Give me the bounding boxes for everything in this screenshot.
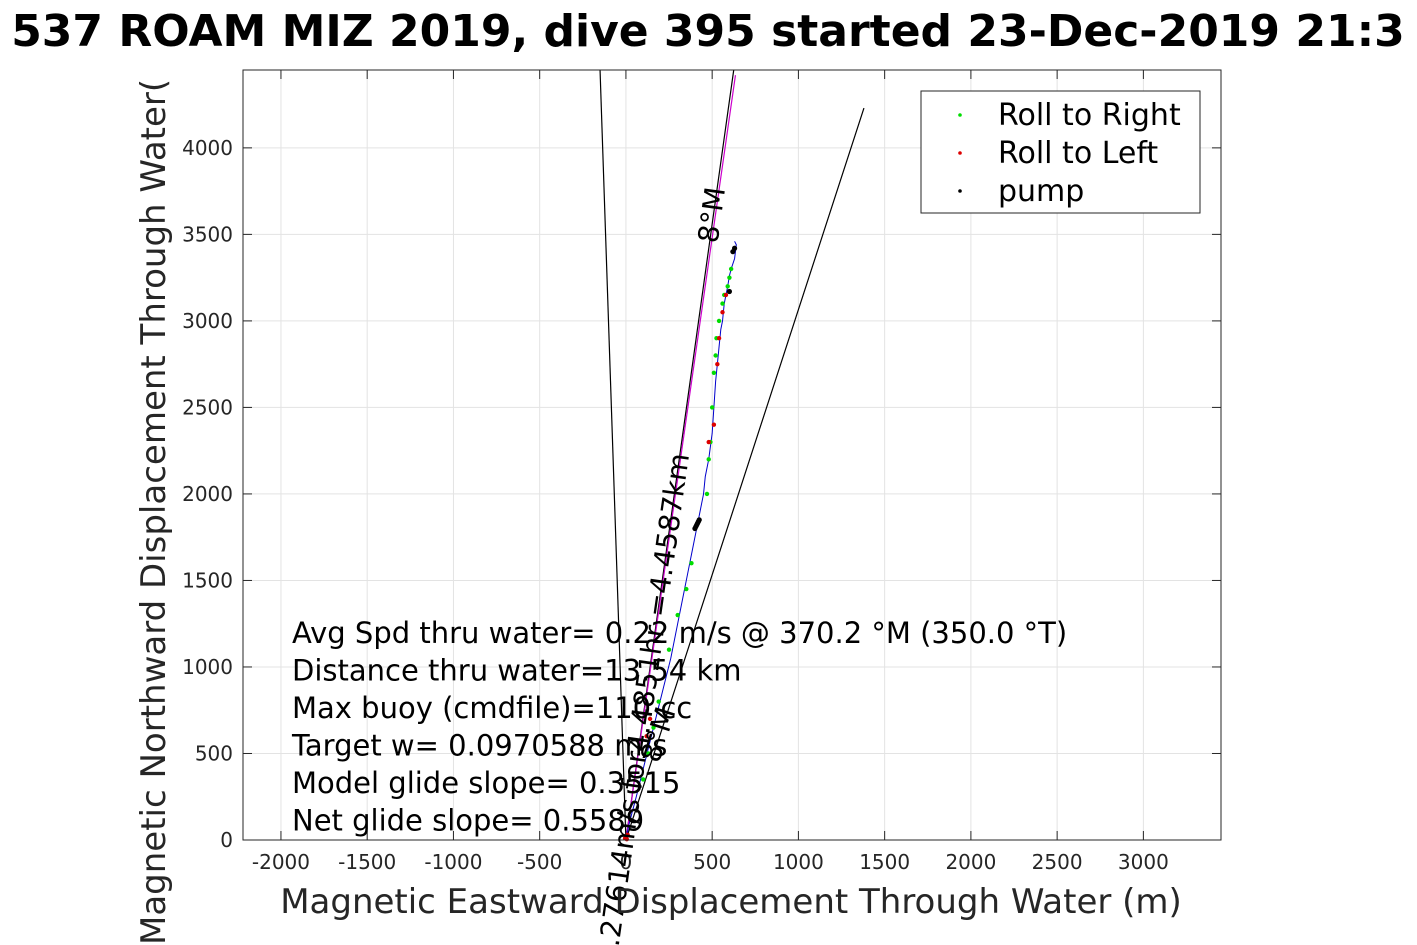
y-axis-label: Magnetic Northward Displacement Through … [134, 79, 174, 945]
x-tick-label: 1500 [859, 850, 910, 874]
y-tick-label: 2500 [182, 395, 233, 419]
roll-right-point [651, 725, 656, 730]
x-tick-label: -1500 [338, 850, 396, 874]
legend-label-roll-right: Roll to Right [998, 98, 1181, 133]
x-tick-label: -1000 [424, 850, 482, 874]
roll-left-point [723, 292, 729, 298]
roll-right-point [728, 266, 734, 272]
reference-line [625, 75, 737, 840]
x-tick-label: 1000 [773, 850, 824, 874]
y-tick-label: 1500 [182, 568, 233, 592]
y-tick-label: 3500 [182, 222, 233, 246]
roll-right-point [646, 751, 651, 756]
legend-label-pump: pump [998, 174, 1084, 209]
line-label: 8°M [692, 185, 732, 245]
roll-right-point [727, 275, 732, 280]
roll-right-point [706, 457, 711, 462]
y-tick-label: 500 [195, 741, 233, 765]
x-tick-label: 2000 [945, 850, 996, 874]
roll-right-point [725, 284, 730, 289]
stats-annotation-line: Avg Spd thru water= 0.22 m/s @ 370.2 °M … [292, 616, 1067, 650]
legend-marker-roll-right [958, 113, 962, 117]
legend-marker-pump [958, 189, 962, 193]
stats-annotation-line: Model glide slope= 0.3515 [292, 766, 680, 800]
roll-right-point [711, 370, 717, 376]
roll-right-point [656, 699, 661, 704]
y-tick-label: 3000 [182, 309, 233, 333]
stats-annotations: Avg Spd thru water= 0.22 m/s @ 370.2 °M … [291, 616, 1067, 838]
roll-right-point [684, 586, 689, 592]
legend: Roll to Right Roll to Left pump [920, 90, 1201, 214]
x-axis-label: Magnetic Eastward Displacement Through W… [280, 882, 1182, 922]
pump-point [696, 517, 702, 523]
y-tick-label: 2000 [182, 482, 233, 506]
pump-point [726, 288, 733, 295]
x-tick-label: -500 [517, 850, 562, 874]
reference-line [599, 70, 627, 840]
roll-left-point [644, 733, 649, 739]
roll-left-point [715, 361, 720, 367]
plot-frame [242, 69, 1222, 841]
stats-annotation-line: Target w= 0.0970588 m/s [291, 729, 667, 763]
axis-ticks: -2000 -1500 -1000 -500 0 500 1000 1500 2000 2500 3… [182, 70, 1221, 874]
chart-title: 537 ROAM MIZ 2019, dive 395 started 23-D… [11, 6, 1405, 57]
roll-left-point [706, 439, 711, 445]
x-tick-label: 2500 [1032, 850, 1083, 874]
x-tick-label: 3000 [1118, 850, 1169, 874]
legend-label-roll-left: Roll to Left [998, 136, 1158, 171]
legend-box [920, 90, 1201, 214]
track-line [625, 241, 737, 841]
reference-line [625, 107, 865, 840]
roll-right-point [640, 777, 646, 782]
y-tick-label: 4000 [182, 136, 233, 160]
roll-right-point [716, 318, 722, 324]
roll-left-point [647, 716, 653, 722]
roll-left-point [716, 336, 722, 341]
roll-right-point [713, 353, 718, 358]
stats-annotation-line: Net glide slope= 0.5589 [292, 804, 644, 838]
roll-right-point [720, 301, 725, 306]
roll-left-point [625, 832, 630, 838]
roll-right-point [709, 405, 715, 410]
reference-lines [599, 70, 865, 840]
stats-annotation-line: Max buoy (cmdfile)=110 cc [292, 691, 692, 725]
y-tick-label: 0 [220, 828, 233, 852]
x-tick-label: 500 [693, 850, 731, 874]
roll-left-point [711, 422, 717, 427]
x-tick-label: 0 [620, 850, 633, 874]
roll-right-point [675, 612, 680, 618]
track-markers [622, 245, 738, 842]
pump-point [731, 245, 738, 251]
legend-marker-roll-left [958, 151, 962, 155]
roll-right-point [689, 560, 694, 566]
roll-left-point [720, 310, 725, 315]
glider-track [625, 241, 737, 841]
y-tick-label: 1000 [182, 655, 233, 679]
stats-annotation-line: Distance thru water=13.54 km [292, 654, 742, 688]
x-tick-label: -2000 [252, 850, 310, 874]
roll-right-point [666, 647, 672, 652]
roll-right-point [704, 491, 710, 497]
